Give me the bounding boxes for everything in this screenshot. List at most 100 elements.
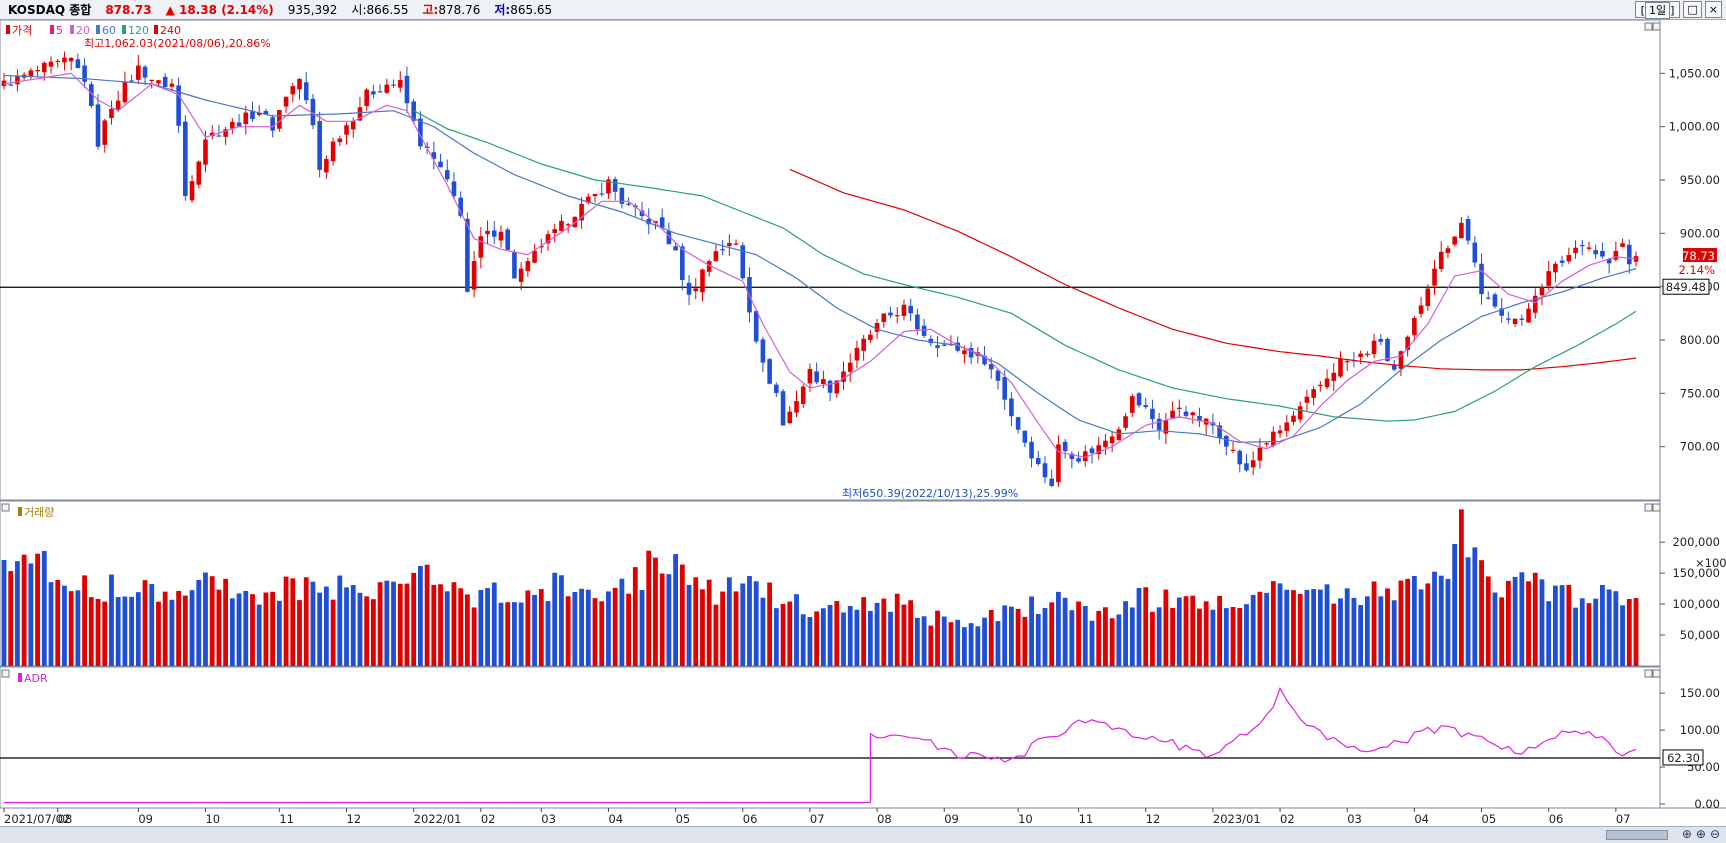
price-legend: 가격 5 20 60 120 240	[6, 24, 181, 37]
period-button[interactable]: [1일]	[1634, 1, 1681, 19]
legend-adr: ADR	[24, 672, 48, 685]
candle-body	[1425, 288, 1431, 307]
close-icon[interactable]: ×	[1704, 1, 1722, 18]
volume-bar	[861, 597, 867, 666]
volume-bar	[988, 610, 994, 666]
candle-body	[720, 249, 725, 251]
volume-bar	[961, 627, 967, 666]
volume-bar	[867, 610, 873, 666]
volume-bar	[1257, 591, 1263, 666]
volume-bar	[585, 589, 591, 666]
candle-body	[1358, 353, 1363, 358]
volume-bar	[975, 626, 981, 666]
volume-bar	[1331, 603, 1337, 666]
volume-bar	[397, 583, 403, 666]
candle-body	[1190, 412, 1196, 416]
volume-bar	[1371, 581, 1377, 666]
volume-bar	[1176, 597, 1182, 666]
candle-body	[968, 348, 974, 358]
candle-body	[606, 179, 611, 194]
low-price: 저:865.65	[494, 3, 553, 17]
candle-body	[1459, 222, 1464, 239]
candle-body	[1277, 430, 1283, 434]
candle-body	[1418, 305, 1424, 314]
volume-bar	[169, 599, 175, 666]
volume-bar	[377, 582, 383, 666]
volume-bar	[639, 590, 645, 666]
window-controls: [1일] □ ×	[1634, 1, 1722, 19]
candle-body	[223, 129, 228, 137]
candle-body	[1291, 415, 1296, 422]
volume-bar	[1237, 608, 1243, 666]
volume-bar	[747, 576, 752, 666]
candle-body	[1526, 308, 1531, 323]
open-price: 시:866.55	[351, 3, 409, 17]
candle-body	[1022, 430, 1028, 443]
candle-body	[619, 188, 625, 204]
volume-bar	[48, 582, 54, 666]
candle-body	[1559, 260, 1565, 263]
candle-body	[1049, 478, 1055, 486]
candle-body	[236, 122, 242, 127]
candle-body	[1156, 418, 1162, 430]
volume-bar	[15, 561, 20, 666]
volume-bar	[451, 582, 457, 666]
adr-line	[4, 686, 1637, 804]
zoom-in-icon[interactable]: ⊕	[1695, 827, 1706, 841]
candle-body	[75, 59, 81, 69]
volume-bar	[303, 577, 309, 666]
candle-body	[1338, 358, 1343, 377]
volume-bar	[1472, 547, 1478, 666]
candle-body	[465, 218, 470, 292]
volume-bar	[203, 572, 208, 666]
volume-bar	[982, 617, 987, 666]
candle-body	[48, 61, 54, 67]
volume-bar	[1458, 509, 1464, 666]
price-ytick-label: 950.00	[1680, 173, 1720, 187]
volume-bar	[35, 553, 40, 666]
volume-bar	[1015, 608, 1021, 666]
volume-bar	[552, 572, 558, 666]
candle-body	[162, 76, 168, 87]
candle-body	[1318, 384, 1323, 387]
volume-bar	[720, 591, 726, 666]
zoom-out-icon[interactable]: ⊖	[1709, 827, 1720, 841]
maximize-icon[interactable]: □	[1683, 1, 1702, 18]
volume-bar	[1418, 589, 1424, 666]
panel-controls[interactable]	[1644, 22, 1661, 678]
candle-body	[579, 203, 584, 221]
candle-body	[1129, 396, 1135, 413]
candle-body	[250, 110, 255, 120]
candle-body	[1438, 251, 1444, 270]
price-panel	[0, 20, 1661, 501]
candle-body	[1613, 250, 1619, 260]
current-price: 878.73	[105, 2, 152, 17]
candle-body	[371, 91, 376, 95]
volume-bar	[1069, 610, 1075, 666]
volume-bar	[1338, 598, 1343, 666]
candle-body	[1371, 340, 1377, 355]
candle-body	[646, 218, 652, 225]
volume-bar	[1170, 607, 1175, 666]
zoom-fit-icon[interactable]: ⊕	[1681, 827, 1692, 841]
volume-bar	[350, 585, 356, 666]
candle-body	[1485, 297, 1491, 299]
legend-volume: 거래량	[24, 506, 54, 519]
volume-bar	[592, 598, 598, 666]
horizontal-scrollbar[interactable]: ⊕ ⊕ ⊖	[0, 826, 1726, 843]
volume-bar	[1499, 597, 1505, 666]
candle-body	[1566, 255, 1572, 262]
candle-body	[854, 347, 860, 361]
scroll-thumb[interactable]	[1606, 830, 1668, 840]
x-tick-label: 07	[810, 812, 825, 826]
candle-body	[545, 234, 551, 244]
volume-bar	[109, 574, 114, 666]
last-change-label: 2.14%	[1678, 263, 1715, 277]
panel-expand-icons[interactable]	[1, 503, 10, 678]
candle-body	[881, 313, 887, 323]
chart-area[interactable]: 가격 5 20 60 120 240 최고1,062.03(2021/08/06…	[0, 20, 1726, 826]
candle-body	[209, 132, 215, 137]
candle-body	[203, 139, 208, 165]
volume-bar	[1129, 607, 1135, 666]
volume-bar	[1566, 584, 1572, 666]
